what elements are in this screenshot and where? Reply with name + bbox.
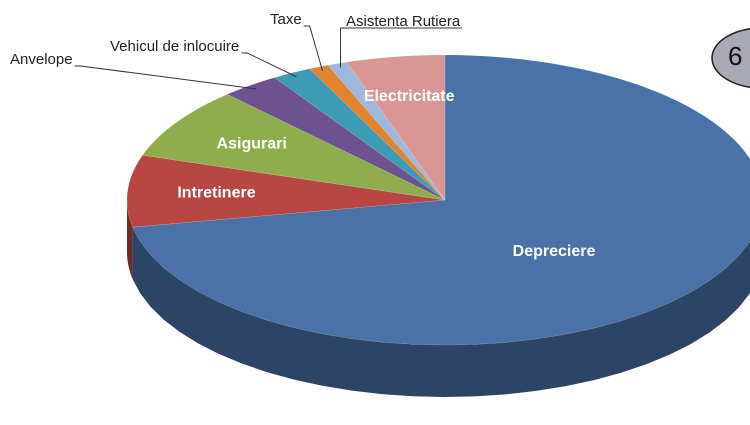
slice — [226, 77, 446, 201]
slice-label: Asigurari — [217, 135, 287, 152]
leader-line — [340, 27, 463, 68]
leader-line — [241, 52, 297, 78]
slice — [346, 54, 446, 201]
slice — [274, 68, 446, 201]
slice-label: Anvelope — [10, 51, 73, 68]
slice-label: Taxe — [270, 11, 302, 28]
slice-label: Electricitate — [364, 88, 455, 105]
slice-label: Asistenta Rutiera — [346, 13, 461, 30]
slice-side — [132, 227, 750, 397]
slice-label: Intretinere — [177, 185, 255, 202]
badge-label: 6 — [728, 41, 742, 71]
pie: Depreciere Intretinere Asigurari Anvelope Ve… — [10, 11, 750, 397]
slice-side — [127, 200, 133, 280]
leader-line — [74, 65, 257, 90]
slice — [142, 94, 446, 201]
leader-line — [303, 25, 323, 72]
slice — [126, 154, 446, 228]
slice-label: Vehicul de inlocuire — [110, 38, 239, 55]
badge — [711, 28, 750, 88]
slice-label: Depreciere — [513, 243, 596, 260]
slice — [132, 54, 750, 346]
slice — [309, 64, 446, 201]
